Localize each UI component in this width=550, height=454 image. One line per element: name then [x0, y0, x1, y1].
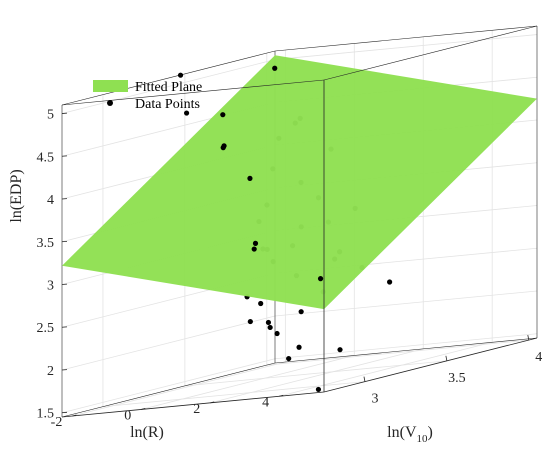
grid-line-z	[61, 315, 276, 371]
data-point	[247, 318, 253, 325]
legend-label-data-points: Data Points	[135, 97, 200, 112]
grid-line-y	[279, 341, 493, 397]
legend: Fitted Plane Data Points	[93, 80, 202, 112]
y-tick-mark	[210, 401, 215, 404]
data-point	[272, 65, 278, 71]
x-axis-label-close: )	[428, 424, 433, 441]
data-point	[220, 112, 226, 118]
x-tick-mark	[445, 355, 448, 361]
data-point	[220, 145, 226, 151]
data-point	[298, 309, 304, 315]
data-point	[337, 347, 343, 353]
axis-box-edge	[323, 25, 538, 81]
y-tick-label: -2	[51, 415, 63, 430]
data-point	[251, 246, 257, 252]
x-tick-label: 3	[371, 392, 378, 407]
x-axis-label-subscript: 10	[417, 433, 429, 445]
data-point	[247, 175, 253, 181]
data-point	[315, 386, 322, 393]
axis-box-edge	[274, 337, 538, 364]
y-tick-label: 0	[124, 408, 131, 423]
legend-swatch-fitted-plane	[93, 80, 128, 92]
data-point	[177, 72, 184, 78]
grid-line-x	[184, 360, 447, 387]
grid-line-x	[266, 339, 529, 366]
grid-line-x	[102, 381, 365, 408]
data-point	[296, 344, 302, 350]
grid-line-z	[274, 290, 538, 317]
data-point	[317, 276, 324, 282]
data-point	[387, 279, 393, 285]
y-tick-label: 2	[193, 402, 200, 417]
axis-box-edge	[274, 25, 538, 52]
x-tick-label: 3.5	[448, 371, 466, 386]
legend-label-fitted-plane: Fitted Plane	[135, 80, 202, 95]
fitted-plane-surface	[62, 55, 537, 310]
x-axis-label-main: ln(V	[387, 424, 417, 441]
data-point	[265, 319, 272, 326]
grid-line-y	[72, 361, 286, 417]
data-point	[258, 300, 264, 307]
x-tick-mark	[363, 376, 366, 382]
visible-data-points	[177, 65, 324, 282]
z-tick-label: 5	[47, 108, 54, 123]
data-point	[286, 355, 292, 362]
y-tick-mark	[141, 408, 146, 410]
z-tick-label: 2	[47, 364, 54, 379]
x-tick-mark	[527, 334, 530, 341]
z-tick-label: 3	[47, 279, 54, 294]
axis-box-edge	[61, 50, 276, 106]
grid-line-y	[210, 348, 424, 404]
fitted-plane	[62, 55, 537, 310]
grid-line-z	[274, 333, 538, 360]
x-axis-label: ln(V10)	[387, 424, 433, 445]
grid-line-z	[274, 34, 538, 60]
data-point	[252, 240, 259, 246]
tick-labels: 1.5 2 2.5 3 3.5 4 4.5 5 3 3.5 4 -2 0 2 4	[37, 108, 543, 430]
legend-marker-data-points	[107, 100, 113, 106]
x-axis-line	[323, 337, 538, 393]
grid-line-z	[61, 358, 276, 414]
z-tick-label: 4.5	[37, 150, 55, 165]
z-axis-label: ln(EDP)	[8, 169, 25, 222]
y-tick-label: 4	[262, 395, 269, 410]
axis-box-edge	[61, 79, 325, 106]
axes-box-front	[61, 25, 538, 418]
grid-line-y	[141, 355, 355, 410]
grid-line-z	[61, 59, 276, 114]
z-tick-label: 2.5	[37, 321, 55, 336]
z-tick-label: 1.5	[37, 407, 55, 422]
x-tick-label: 4	[535, 350, 542, 365]
data-point	[274, 330, 280, 337]
z-tick-label: 4	[47, 193, 54, 208]
axis-box-edge	[61, 362, 276, 418]
data-point	[267, 324, 273, 331]
y-axis-label: ln(R)	[130, 424, 164, 441]
data-point	[183, 110, 190, 116]
y-tick-mark	[72, 414, 77, 417]
z-tick-label: 3.5	[37, 236, 55, 251]
y-tick-mark	[279, 394, 284, 397]
